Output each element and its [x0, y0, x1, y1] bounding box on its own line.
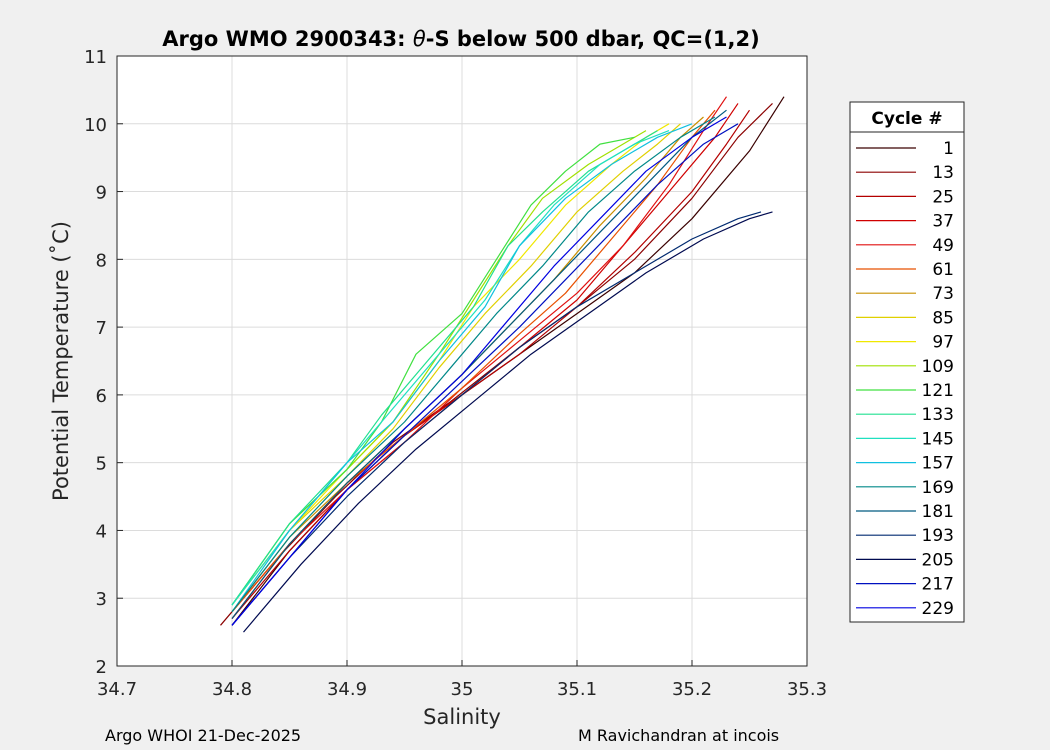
y-tick-label: 6 [96, 386, 107, 407]
legend-label: 133 [922, 405, 954, 425]
legend-label: 73 [932, 284, 954, 304]
legend-label: 229 [922, 599, 954, 619]
series-line-cycle-85 [231, 123, 681, 606]
y-tick-label: 5 [96, 454, 107, 475]
series-line-cycle-25 [231, 109, 750, 619]
series-line-cycle-49 [231, 96, 727, 613]
legend-label: 217 [922, 575, 954, 595]
y-tick-label: 3 [96, 589, 107, 610]
footer-left: Argo WHOI 21-Dec-2025 [105, 726, 302, 745]
legend-items: 1 13 25 37 49 61 73 85 97 109 121 133 145 157 169 181 19… [856, 139, 954, 619]
legend-label: 181 [922, 502, 954, 522]
x-tick-label: 34.9 [327, 679, 367, 700]
y-tick-label: 2 [96, 657, 107, 678]
series-line-cycle-157 [231, 123, 693, 613]
x-tick-label: 34.8 [212, 679, 252, 700]
chart-title: Argo WMO 2900343: θ-S below 500 dbar, QC… [162, 27, 759, 51]
x-tick-label: 35.1 [557, 679, 597, 700]
y-tick-label: 4 [96, 521, 107, 542]
legend-label: 169 [922, 478, 954, 498]
legend-label: 1 [943, 139, 954, 159]
y-tick-label: 9 [96, 183, 107, 204]
series-line-cycle-181 [231, 109, 727, 619]
footer-right: M Ravichandran at incois [578, 726, 780, 745]
legend-label: 193 [922, 526, 954, 546]
series-line-cycle-121 [231, 136, 635, 606]
legend-label: 37 [932, 212, 954, 232]
legend-label: 85 [932, 308, 954, 328]
series-group [220, 96, 785, 633]
y-tick-label: 10 [84, 115, 107, 136]
x-tick-label: 35.2 [672, 679, 712, 700]
x-axis-label: Salinity [423, 705, 501, 729]
series-line-cycle-229 [231, 116, 727, 626]
y-axis-label: Potential Temperature (˚C) [49, 221, 73, 501]
tick-labels: 34.7 34.8 34.9 35 35.1 35.2 35.3 2 3 4 5 6 7 8 9 10 11 [84, 47, 827, 700]
legend-title: Cycle # [871, 109, 942, 129]
x-tick-label: 35 [451, 679, 474, 700]
y-tick-label: 8 [96, 250, 107, 271]
y-tick-label: 7 [96, 318, 107, 339]
y-tick-label: 11 [84, 47, 107, 68]
series-line-cycle-169 [231, 116, 716, 613]
legend-label: 145 [922, 429, 954, 449]
legend-label: 61 [932, 260, 954, 280]
series-line-cycle-193 [231, 211, 762, 626]
legend-label: 121 [922, 381, 954, 401]
legend-label: 205 [922, 550, 954, 570]
legend-label: 25 [932, 187, 954, 207]
legend-label: 13 [932, 163, 954, 183]
legend-label: 49 [932, 236, 954, 256]
x-tick-label: 34.7 [97, 679, 137, 700]
legend-label: 97 [932, 333, 954, 353]
legend-label: 157 [922, 454, 954, 474]
x-tick-label: 35.3 [787, 679, 827, 700]
legend: Cycle # 1 13 25 37 49 61 73 85 97 109 121 133 145 157… [849, 101, 965, 623]
legend-label: 109 [922, 357, 954, 377]
series-line-cycle-205 [243, 211, 773, 633]
